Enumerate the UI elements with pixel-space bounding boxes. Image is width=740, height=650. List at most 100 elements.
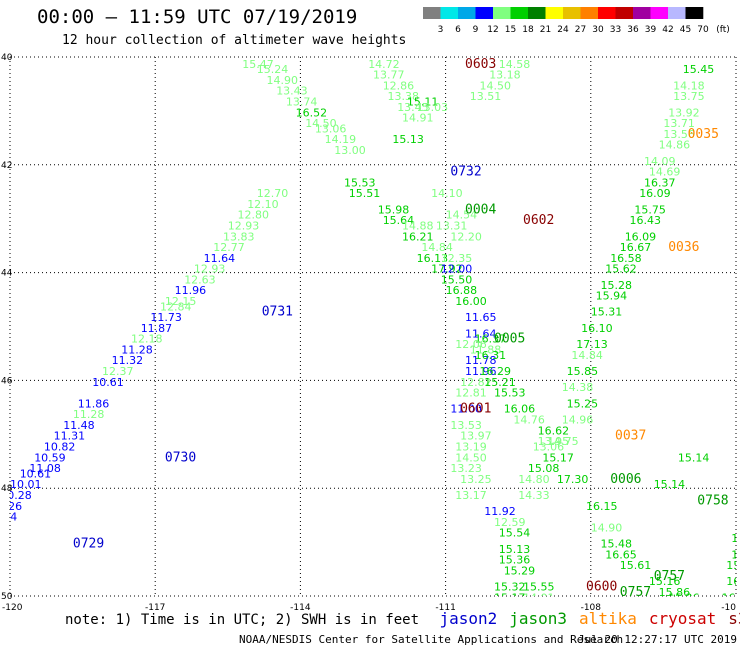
wave-height-value: 12.63 bbox=[184, 273, 216, 286]
satellite-altika: altika bbox=[579, 609, 637, 628]
color-scale-legend: 3 6 9 12 15 18 21 24 27 30 33 36 39 42 45 70 (ft) bbox=[423, 7, 730, 35]
wave-height-value: 12.35 bbox=[441, 252, 473, 265]
wave-height-value: 12.00 bbox=[441, 263, 473, 276]
wave-height-value: 16.36 bbox=[736, 516, 740, 529]
legend-tick-label: 9 bbox=[473, 25, 479, 35]
wave-height-value: 14.50 bbox=[305, 117, 337, 130]
wave-height-value: 11.87 bbox=[141, 322, 173, 335]
wave-height-value: 16.06 bbox=[504, 403, 536, 416]
wave-height-value: 15.75 bbox=[634, 203, 666, 216]
wave-height-value: 13.45 bbox=[397, 101, 429, 114]
legend-tick-label: 12 bbox=[487, 25, 498, 35]
wave-height-value: 11.92 bbox=[484, 505, 516, 518]
wave-height-value: 12.84 bbox=[160, 300, 192, 313]
wave-height-value: 14.33 bbox=[518, 489, 550, 502]
wave-height-value: 16.67 bbox=[620, 241, 652, 254]
wave-height-value: 15.64 bbox=[383, 214, 415, 227]
wave-height-value: 10.61 bbox=[20, 467, 52, 480]
wave-height-value: 13.25 bbox=[460, 473, 492, 486]
wave-height-value: 11.96 bbox=[465, 365, 497, 378]
footer-timestamp: Jul 20 12:27:17 UTC 2019 bbox=[578, 633, 737, 646]
y-tick-label: 40 bbox=[1, 53, 13, 63]
legend-tick-label: (ft) bbox=[716, 25, 730, 35]
wave-height-value: 11.57 bbox=[0, 516, 8, 529]
track-time-label: 0758 bbox=[697, 493, 728, 508]
wave-height-value: 15.94 bbox=[726, 559, 740, 572]
legend-swatch bbox=[493, 7, 511, 19]
wave-height-value: 12.06 bbox=[455, 338, 487, 351]
wave-height-value: 15.16 bbox=[649, 575, 681, 588]
note-text: note: 1) Time is in UTC; 2) SWH is in fe… bbox=[65, 612, 420, 628]
satellite-s3a: s3a bbox=[728, 609, 740, 628]
wave-height-value: 13.43 bbox=[276, 85, 308, 98]
wave-height-value: 15.50 bbox=[441, 273, 473, 286]
legend-swatch bbox=[650, 7, 669, 19]
wave-height-value: 15.48 bbox=[601, 538, 633, 551]
wave-height-value: 15.29 bbox=[504, 564, 536, 577]
track-time-label: 0602 bbox=[523, 213, 554, 228]
wave-height-value: 15.17 bbox=[542, 451, 574, 464]
wave-height-value: 13.06 bbox=[533, 441, 565, 454]
wave-height-value: 10.28 bbox=[0, 489, 32, 502]
wave-height-value: 15.31 bbox=[591, 306, 623, 319]
wave-height-value: 14.91 bbox=[402, 112, 434, 125]
wave-height-value: 15.24 bbox=[257, 63, 289, 76]
wave-height-value: 11.08 bbox=[29, 462, 61, 475]
wave-height-value: 16.21 bbox=[722, 591, 740, 604]
legend-swatch bbox=[440, 7, 459, 19]
track-time-label: 0004 bbox=[465, 202, 496, 217]
wave-height-value: 12.15 bbox=[165, 295, 197, 308]
wave-height-value: 11.73 bbox=[150, 311, 182, 324]
legend-swatch bbox=[598, 7, 616, 19]
wave-height-value: 14.54 bbox=[446, 209, 478, 222]
wave-height-value: 11.28 bbox=[73, 408, 105, 421]
wave-height-value: 13.00 bbox=[334, 144, 366, 157]
legend-tick-label: 33 bbox=[610, 25, 621, 35]
legend-swatch bbox=[580, 7, 599, 19]
wave-height-value: 15.21 bbox=[484, 376, 516, 389]
wave-height-value: 12.93 bbox=[228, 220, 259, 233]
wave-height-value: 17.13 bbox=[576, 338, 608, 351]
wave-height-value: 14.50 bbox=[480, 79, 512, 92]
y-tick-label: 44 bbox=[1, 269, 13, 279]
legend-tick-label: 3 bbox=[438, 25, 444, 35]
satellite-jason3: jason3 bbox=[509, 609, 568, 628]
wave-height-value: 15.62 bbox=[605, 263, 637, 276]
wave-height-value: 13.71 bbox=[663, 117, 695, 130]
legend-swatch bbox=[668, 7, 686, 19]
wave-height-value: 10.59 bbox=[34, 451, 65, 464]
wave-height-value: 11.00 bbox=[450, 403, 482, 416]
wave-height-value: 14.10 bbox=[431, 187, 463, 200]
wave-height-value: 14.19 bbox=[325, 133, 357, 146]
wave-height-value: 13.53 bbox=[450, 419, 482, 432]
wave-height-value: 14.96 bbox=[562, 414, 594, 427]
wave-height-value: 14.01 bbox=[523, 591, 555, 604]
wave-height-value: 11.32 bbox=[112, 354, 144, 367]
footer-credit: NOAA/NESDIS Center for Satellite Applica… bbox=[239, 633, 624, 646]
track-time-label: 0037 bbox=[615, 429, 646, 444]
wave-height-value: 16.33 bbox=[726, 575, 740, 588]
wave-height-value: 16.88 bbox=[446, 284, 478, 297]
wave-height-value: 13.38 bbox=[388, 90, 420, 103]
wave-height-value: 15.86 bbox=[659, 586, 691, 599]
legend-tick-label: 70 bbox=[697, 25, 709, 35]
legend-tick-label: 18 bbox=[522, 25, 534, 35]
legend-tick-label: 15 bbox=[505, 25, 516, 35]
wave-height-value: 11.88 bbox=[470, 343, 502, 356]
wave-height-value: 12.93 bbox=[194, 263, 226, 276]
track-time-label: 0731 bbox=[262, 305, 293, 320]
track-time-label: 0036 bbox=[668, 240, 699, 255]
x-tick-label: -10 bbox=[721, 603, 736, 613]
legend-tick-label: 39 bbox=[645, 25, 657, 35]
wave-height-value: 13.83 bbox=[223, 230, 255, 243]
x-tick-label: -120 bbox=[2, 603, 23, 613]
track-time-label: 0601 bbox=[460, 402, 491, 417]
chart-title: 00:00 – 11:59 UTC 07/19/2019 bbox=[37, 6, 358, 28]
satellite-jason2: jason2 bbox=[439, 609, 498, 628]
wave-height-value: 13.56 bbox=[663, 128, 695, 141]
wave-height-value: 11.78 bbox=[465, 354, 497, 367]
wave-height-value: 14.86 bbox=[659, 139, 691, 152]
wave-height-value: 13.06 bbox=[315, 123, 347, 136]
wave-height-value: 15.61 bbox=[620, 559, 652, 572]
track-time-label: 0005 bbox=[494, 332, 525, 347]
